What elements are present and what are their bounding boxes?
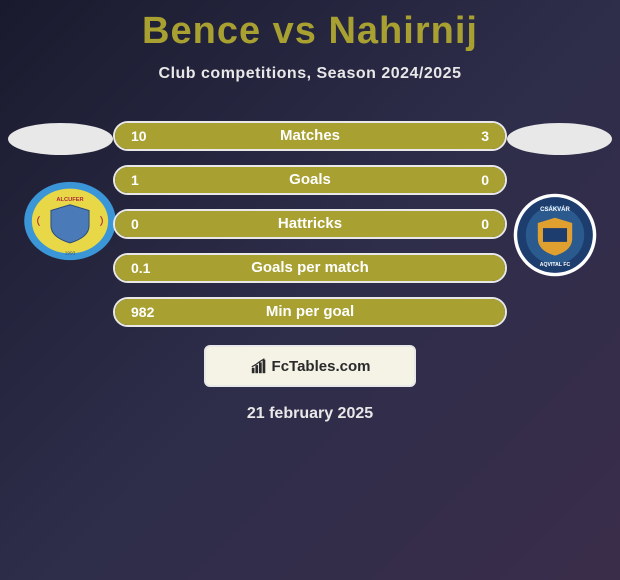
date: 21 february 2025 [0, 387, 620, 423]
club-badge-left: ALCUFER 1993 [22, 180, 118, 262]
svg-text:AQVITAL FC: AQVITAL FC [540, 262, 571, 268]
svg-text:ALCUFER: ALCUFER [56, 197, 84, 203]
stat-row: 10Matches3 [113, 121, 507, 151]
stat-label: Min per goal [115, 299, 505, 325]
chart-icon [250, 357, 268, 375]
footer-site: FcTables.com [272, 358, 371, 375]
stat-value-right: 3 [481, 123, 489, 149]
stat-label: Goals per match [115, 255, 505, 281]
stat-row: 982Min per goal [113, 297, 507, 327]
page-title: Bence vs Nahirnij [0, 0, 620, 53]
player-placeholder-right [507, 123, 612, 155]
stat-row: 0Hattricks0 [113, 209, 507, 239]
stat-value-right: 0 [481, 211, 489, 237]
stat-row: 1Goals0 [113, 165, 507, 195]
stat-row: 0.1Goals per match [113, 253, 507, 283]
stat-label: Hattricks [115, 211, 505, 237]
svg-text:CSÁKVÁR: CSÁKVÁR [540, 206, 570, 213]
footer-branding: FcTables.com [204, 345, 416, 387]
stat-value-right: 0 [481, 167, 489, 193]
club-badge-right: CSÁKVÁR AQVITAL FC [512, 192, 598, 278]
subtitle: Club competitions, Season 2024/2025 [0, 53, 620, 83]
stat-label: Goals [115, 167, 505, 193]
stat-label: Matches [115, 123, 505, 149]
svg-text:1993: 1993 [65, 250, 76, 256]
player-placeholder-left [8, 123, 113, 155]
